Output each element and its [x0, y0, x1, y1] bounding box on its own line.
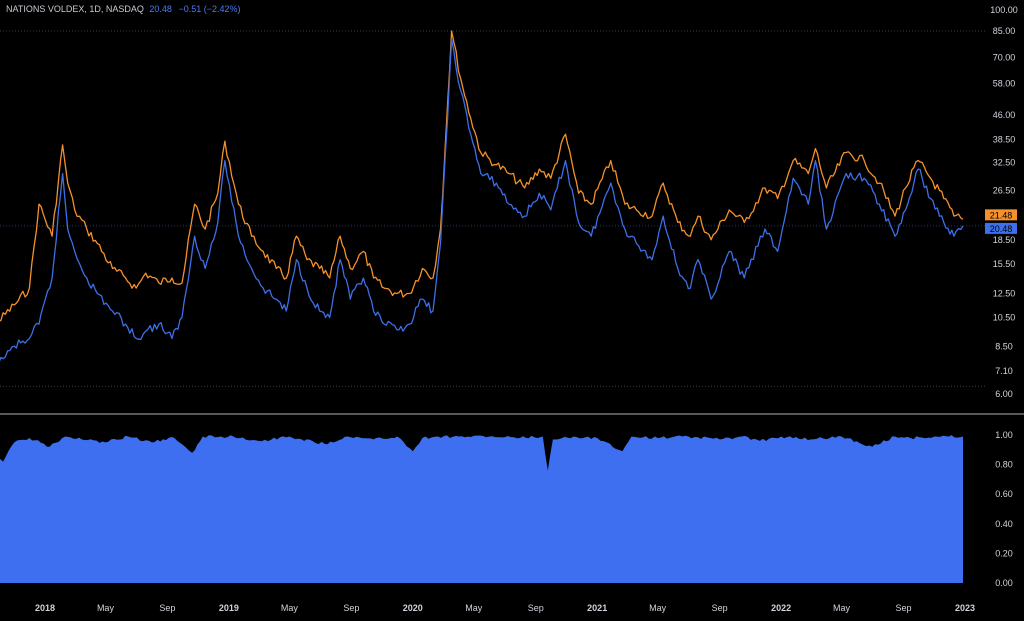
chart-legend: NATIONS VOLDEX, 1D, NASDAQ 20.48 −0.51 (…	[6, 4, 240, 14]
price-tick-label: 15.50	[993, 259, 1016, 269]
time-tick-year: 2020	[403, 603, 423, 613]
price-tick-label: 38.50	[993, 134, 1016, 144]
time-tick-year: 2021	[587, 603, 607, 613]
price-badge	[985, 222, 1017, 234]
price-tick-label: 6.00	[995, 389, 1013, 399]
price-tick-label: 46.00	[993, 110, 1016, 120]
time-tick-month: Sep	[896, 603, 912, 613]
price-tick-label: 58.00	[993, 78, 1016, 88]
time-tick-month: May	[465, 603, 483, 613]
time-tick-month: May	[97, 603, 115, 613]
lower-tick-label: 0.20	[995, 548, 1013, 558]
lower-tick-label: 1.00	[995, 430, 1013, 440]
time-tick-month: Sep	[343, 603, 359, 613]
symbol-label: NATIONS VOLDEX, 1D, NASDAQ	[6, 4, 144, 14]
price-tick-label: 100.00	[990, 5, 1018, 15]
blue-series-line[interactable]	[0, 38, 964, 377]
price-badge-label: 21.48	[990, 210, 1013, 220]
lower-area-series[interactable]	[0, 435, 963, 583]
orange-series-line[interactable]	[0, 30, 964, 324]
last-value: 20.48	[149, 4, 172, 14]
price-tick-label: 26.50	[993, 186, 1016, 196]
lower-series-layer	[0, 435, 963, 583]
price-tick-label: 10.50	[993, 312, 1016, 322]
price-tick-label: 8.50	[995, 341, 1013, 351]
price-tick-label: 18.50	[993, 235, 1016, 245]
time-tick-month: May	[833, 603, 851, 613]
time-tick-month: May	[649, 603, 667, 613]
price-badge	[985, 209, 1017, 221]
lower-tick-label: 0.00	[995, 578, 1013, 588]
time-axis[interactable]: 2018 May Sep 2019 May Sep 2020 May Sep 2021 May Sep…	[35, 603, 975, 613]
price-tick-label: 70.00	[993, 53, 1016, 63]
lower-tick-label: 0.40	[995, 519, 1013, 529]
time-tick-year: 2022	[771, 603, 791, 613]
time-tick-year: 2023	[955, 603, 975, 613]
price-tick-label: 7.10	[995, 366, 1013, 376]
upper-grid-lines	[0, 30, 985, 387]
price-tick-label: 32.50	[993, 158, 1016, 168]
upper-price-axis[interactable]: 100.00 85.00 70.00 58.00 46.00 38.50 32.50 26.5…	[985, 5, 1018, 399]
lower-tick-label: 0.80	[995, 460, 1013, 470]
price-tick-label: 85.00	[993, 26, 1016, 36]
upper-series-layer	[0, 30, 964, 377]
time-tick-month: Sep	[528, 603, 544, 613]
time-tick-year: 2019	[219, 603, 239, 613]
price-badge-label: 20.48	[990, 224, 1013, 234]
lower-tick-label: 0.60	[995, 489, 1013, 499]
time-tick-year: 2018	[35, 603, 55, 613]
price-change: −0.51 (−2.42%)	[178, 4, 241, 14]
time-tick-month: Sep	[159, 603, 175, 613]
lower-value-axis[interactable]: 1.00 0.80 0.60 0.40 0.20 0.00	[995, 430, 1013, 588]
time-tick-month: Sep	[712, 603, 728, 613]
price-tick-label: 12.50	[993, 288, 1016, 298]
time-tick-month: May	[281, 603, 299, 613]
